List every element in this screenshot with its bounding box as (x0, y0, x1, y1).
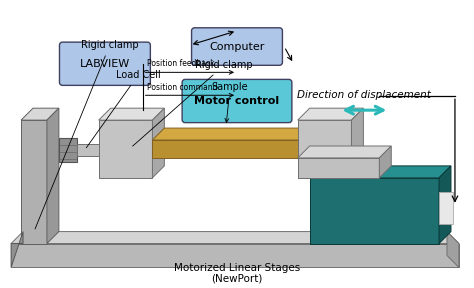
Text: Direction of displacement: Direction of displacement (298, 90, 431, 100)
Text: Load Cell: Load Cell (86, 70, 160, 148)
Text: Motor control: Motor control (194, 96, 280, 106)
Polygon shape (77, 144, 100, 156)
Polygon shape (11, 232, 23, 267)
Polygon shape (153, 108, 164, 178)
Polygon shape (379, 146, 391, 178)
Text: Rigid clamp: Rigid clamp (133, 60, 253, 146)
Polygon shape (11, 244, 459, 267)
Text: LABVIEW: LABVIEW (80, 59, 130, 69)
Polygon shape (153, 140, 300, 158)
Polygon shape (99, 120, 153, 178)
Polygon shape (439, 192, 453, 223)
Polygon shape (21, 120, 47, 244)
Text: Sample: Sample (212, 82, 248, 122)
Polygon shape (351, 108, 364, 178)
FancyBboxPatch shape (59, 42, 150, 85)
Polygon shape (153, 128, 311, 140)
Polygon shape (298, 158, 379, 178)
Text: Position feedback: Position feedback (146, 59, 214, 68)
Polygon shape (99, 108, 164, 120)
Text: Rigid clamp: Rigid clamp (35, 40, 138, 229)
Text: Computer: Computer (210, 41, 264, 52)
Polygon shape (11, 232, 459, 244)
FancyBboxPatch shape (182, 79, 292, 123)
Polygon shape (298, 146, 391, 158)
Text: (NewPort): (NewPort) (211, 273, 263, 283)
Text: Motorized Linear Stages: Motorized Linear Stages (174, 264, 300, 273)
Polygon shape (439, 166, 451, 244)
Polygon shape (59, 138, 77, 162)
Polygon shape (47, 108, 59, 244)
Polygon shape (447, 232, 459, 267)
Polygon shape (298, 120, 351, 178)
Polygon shape (310, 166, 451, 178)
Text: Position command: Position command (146, 83, 217, 92)
Polygon shape (310, 178, 439, 244)
Polygon shape (21, 108, 59, 120)
FancyBboxPatch shape (191, 28, 283, 65)
Polygon shape (298, 108, 364, 120)
